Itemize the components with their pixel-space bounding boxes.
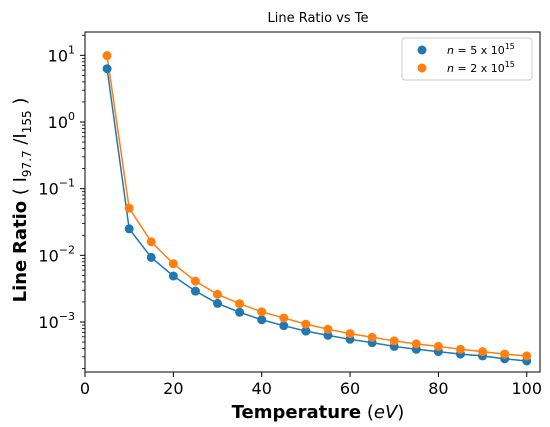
data-point <box>257 307 267 317</box>
x-tick-label: 0 <box>80 379 90 398</box>
y-tick-label-base: 10 <box>48 113 68 132</box>
data-point <box>168 259 178 269</box>
series-line <box>106 55 527 357</box>
y-tick-label: 101 <box>48 43 75 65</box>
legend-marker <box>417 63 427 73</box>
x-tick-label: 100 <box>511 379 542 398</box>
y-tick-label: 10−3 <box>38 310 75 332</box>
x-axis-label: Temperature (eV) <box>232 402 405 423</box>
y-tick-label-base: 10 <box>38 246 58 265</box>
x-axis: 0 20 40 60 80 100 <box>80 372 542 398</box>
data-point <box>190 286 200 296</box>
y-axis-label-den: 155 <box>20 110 34 133</box>
data-point <box>411 339 421 349</box>
y-axis-label-word-1: Line <box>10 260 31 303</box>
y-tick-label: 10−2 <box>38 243 75 265</box>
data-point <box>146 252 156 262</box>
y-tick-label: 10−1 <box>38 177 75 199</box>
y-tick-label-exponent: −1 <box>59 177 75 190</box>
data-point <box>345 329 355 339</box>
data-point <box>124 203 134 213</box>
data-point <box>235 299 245 309</box>
x-tick-label: 60 <box>340 379 360 398</box>
legend-label-exponent: 15 <box>505 42 515 51</box>
data-point <box>323 324 333 334</box>
y-tick-label-base: 10 <box>38 180 58 199</box>
x-axis-label-unit: eV <box>374 402 399 423</box>
series-line <box>106 68 527 362</box>
data-point <box>323 330 333 340</box>
legend-label: n = 5 x 1015 <box>447 42 515 57</box>
legend-label-text: = 2 x 10 <box>454 62 505 75</box>
data-point <box>301 326 311 336</box>
y-tick-label-base: 10 <box>48 46 68 65</box>
y-tick-label-exponent: 0 <box>68 110 75 123</box>
plot-area <box>84 31 541 373</box>
data-point <box>124 224 134 234</box>
data-point <box>146 237 156 247</box>
data-point <box>279 321 289 331</box>
x-tick-label: 20 <box>163 379 183 398</box>
data-point <box>213 289 223 299</box>
data-point <box>102 51 112 61</box>
y-tick-label: 100 <box>48 110 75 132</box>
x-tick-label: 40 <box>252 379 272 398</box>
legend-label-variable: n <box>447 62 454 75</box>
data-point <box>522 351 532 361</box>
y-tick-label-exponent: −3 <box>59 310 75 323</box>
plot-frame <box>84 31 541 373</box>
legend-marker <box>417 45 427 55</box>
x-tick-label: 80 <box>428 379 448 398</box>
data-point <box>389 336 399 346</box>
data-point <box>433 341 443 351</box>
data-point <box>102 64 112 74</box>
y-axis-label-word-2: Ratio <box>10 201 31 254</box>
y-axis-label-num: 97.7 <box>20 150 34 177</box>
data-point <box>478 347 488 357</box>
y-tick-label-base: 10 <box>38 313 58 332</box>
data-point <box>301 319 311 329</box>
data-point <box>190 276 200 286</box>
data-point <box>279 313 289 323</box>
chart-title: Line Ratio vs Te <box>267 11 368 26</box>
y-tick-label-exponent: −2 <box>59 243 75 256</box>
data-point <box>455 344 465 354</box>
data-point <box>367 332 377 342</box>
x-axis-label-text: Temperature <box>232 402 361 423</box>
data-point <box>168 271 178 281</box>
y-axis-label: Line Ratio ( I97.7 /I155 ) <box>10 98 34 303</box>
legend-label-text: = 5 x 10 <box>454 44 505 57</box>
legend-label-variable: n <box>447 44 454 57</box>
y-tick-label-exponent: 1 <box>68 43 75 56</box>
data-point <box>235 307 245 317</box>
data-point <box>500 349 510 359</box>
data-point <box>213 298 223 308</box>
legend-label: n = 2 x 1015 <box>447 60 515 75</box>
series-layer <box>102 51 532 366</box>
data-point <box>257 315 267 325</box>
legend-box <box>401 37 533 81</box>
legend-label-exponent: 15 <box>505 60 515 69</box>
